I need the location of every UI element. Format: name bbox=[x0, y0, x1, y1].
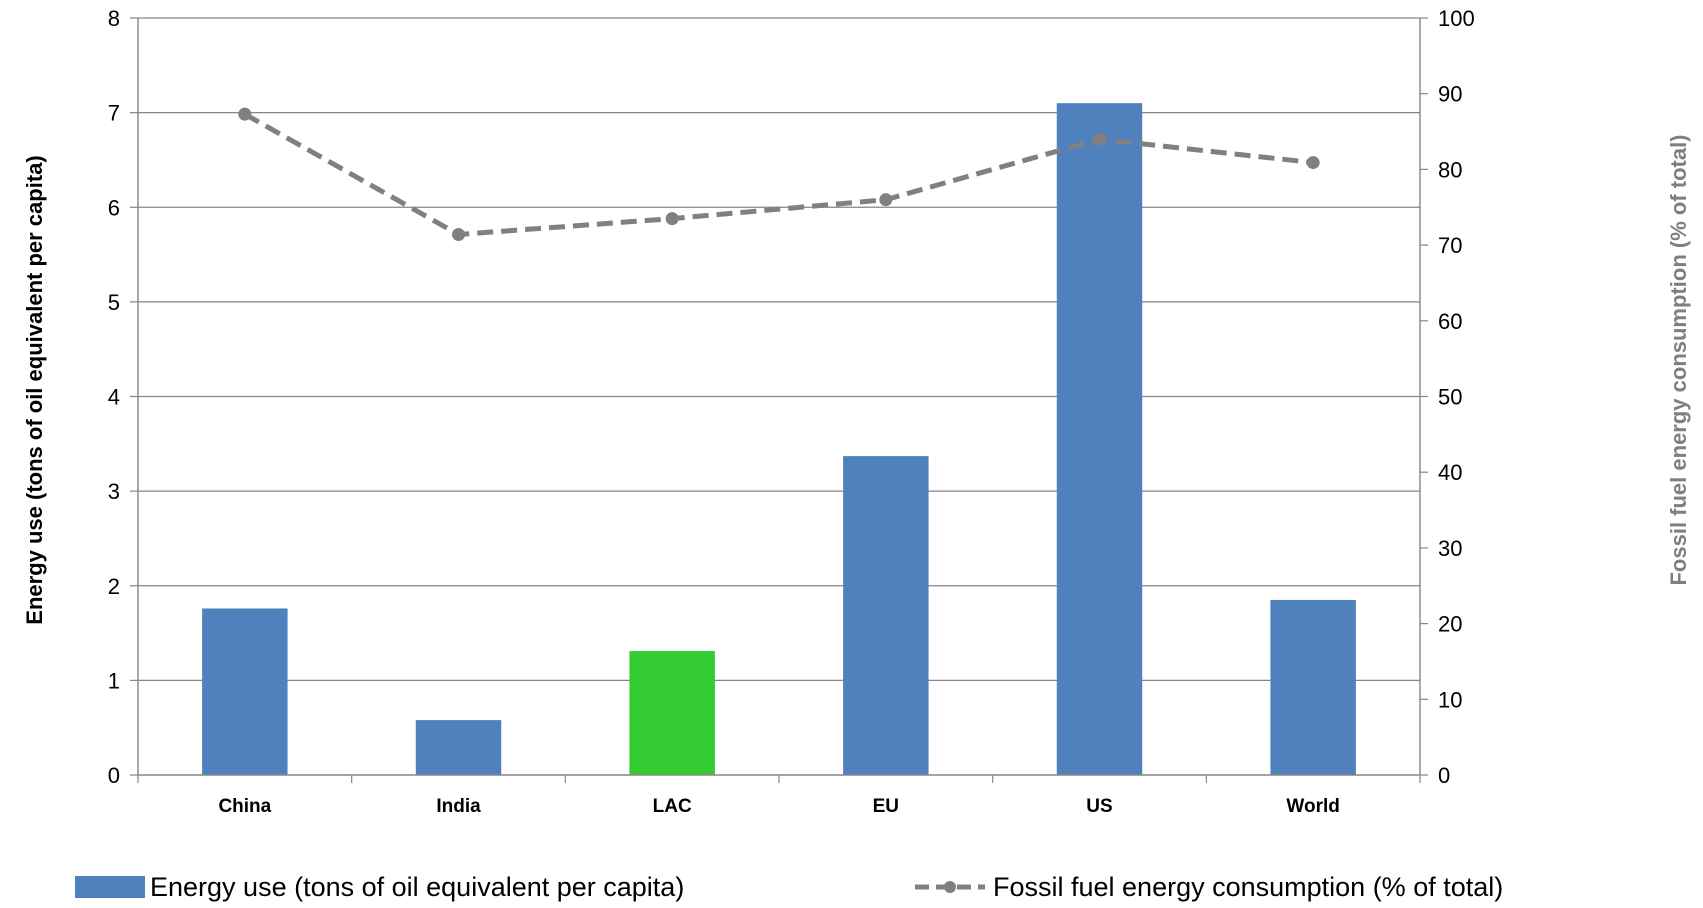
x-tick-label-eu: EU bbox=[873, 796, 899, 817]
bar-india bbox=[415, 720, 502, 775]
legend-label-energy-use: Energy use (tons of oil equivalent per c… bbox=[150, 872, 684, 902]
left-tick-label-7: 7 bbox=[108, 101, 120, 126]
fossil-fuel-point-india bbox=[452, 228, 465, 242]
x-tick-label-world: World bbox=[1286, 796, 1339, 817]
left-tick-label-1: 1 bbox=[108, 668, 120, 693]
axes bbox=[130, 17, 1428, 783]
bar-lac bbox=[629, 651, 715, 775]
x-tick-label-us: US bbox=[1086, 796, 1112, 817]
left-tick-label-3: 3 bbox=[108, 479, 120, 504]
fossil-fuel-point-us bbox=[1093, 132, 1106, 146]
legend-label-fossil-fuel: Fossil fuel energy consumption (% of tot… bbox=[993, 872, 1503, 902]
left-tick-label-6: 6 bbox=[108, 195, 120, 220]
right-tick-label-80: 80 bbox=[1438, 157, 1462, 182]
right-tick-label-90: 90 bbox=[1438, 82, 1462, 107]
line-series bbox=[238, 107, 1320, 242]
right-tick-label-60: 60 bbox=[1438, 309, 1462, 334]
right-tick-label-0: 0 bbox=[1438, 763, 1450, 788]
right-tick-label-70: 70 bbox=[1438, 233, 1462, 258]
x-tick-label-lac: LAC bbox=[653, 796, 692, 817]
y-axis-title-right: Fossil fuel energy consumption (% of tot… bbox=[1666, 134, 1691, 585]
right-tick-label-20: 20 bbox=[1438, 612, 1462, 637]
left-tick-label-2: 2 bbox=[108, 574, 120, 599]
right-tick-label-30: 30 bbox=[1438, 536, 1462, 561]
fossil-fuel-point-world bbox=[1306, 156, 1320, 170]
right-tick-label-10: 10 bbox=[1438, 687, 1462, 712]
bar-china bbox=[202, 608, 288, 775]
legend-bar-swatch bbox=[75, 876, 145, 898]
left-tick-label-4: 4 bbox=[108, 385, 120, 410]
legend: Energy use (tons of oil equivalent per c… bbox=[75, 872, 1503, 902]
fossil-fuel-point-lac bbox=[665, 212, 679, 226]
x-tick-label-india: India bbox=[436, 796, 481, 817]
gridlines bbox=[138, 17, 1420, 681]
fossil-fuel-line bbox=[243, 111, 1314, 238]
left-tick-label-5: 5 bbox=[108, 290, 120, 315]
left-tick-label-8: 8 bbox=[108, 6, 120, 31]
right-tick-label-100: 100 bbox=[1438, 6, 1475, 31]
fossil-fuel-point-eu bbox=[879, 193, 893, 207]
left-tick-label-0: 0 bbox=[108, 763, 120, 788]
bar-eu bbox=[843, 456, 929, 775]
fossil-fuel-point-china bbox=[238, 107, 252, 121]
legend-line-swatch bbox=[915, 881, 985, 893]
x-tick-label-china: China bbox=[218, 796, 271, 817]
right-tick-label-40: 40 bbox=[1438, 460, 1462, 485]
bar-us bbox=[1056, 103, 1143, 776]
right-tick-label-50: 50 bbox=[1438, 385, 1462, 410]
y-axis-title-left: Energy use (tons of oil equivalent per c… bbox=[22, 155, 47, 624]
bar-series bbox=[202, 103, 1356, 776]
bar-world bbox=[1270, 599, 1356, 775]
